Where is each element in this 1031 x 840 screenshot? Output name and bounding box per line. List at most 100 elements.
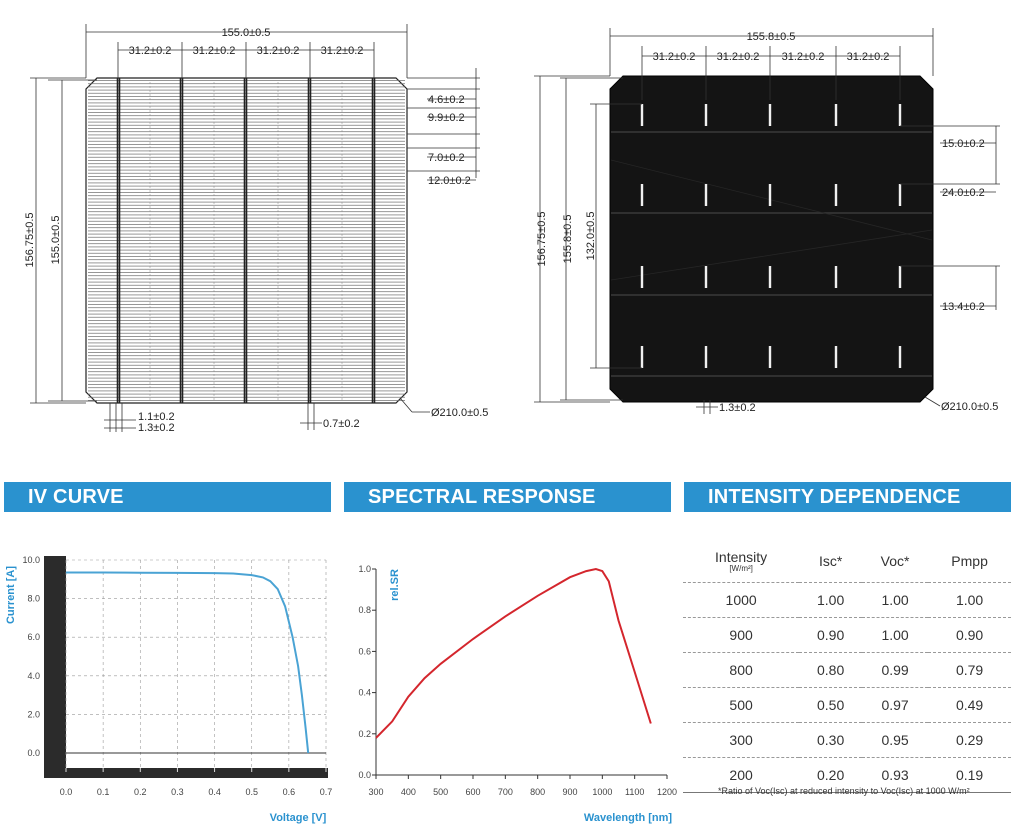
sr-x-tick-label: 400	[401, 787, 416, 797]
iv-plot-area	[66, 560, 326, 768]
table-cell: 1.00	[862, 582, 929, 618]
iv-y-tick-label: 4.0	[27, 671, 40, 681]
sr-x-tick-label: 1100	[625, 787, 644, 797]
front-segment: 31.2±0.2	[257, 45, 300, 57]
iv-y-tick-label: 6.0	[27, 632, 40, 642]
table-cell: 0.97	[862, 687, 929, 723]
col-header-intensity: Intensity [W/m²]	[715, 548, 768, 573]
iv-y-tick-label: 2.0	[27, 709, 40, 719]
iv-curve-chart: 0.0 0.1 0.2 0.3 0.4 0.5 0.6 0.7 0.0 2.0 4.0 6.0 8.0 1…	[5, 555, 333, 824]
table-cell: 300	[683, 722, 800, 758]
iv-x-tick-label: 0.5	[245, 787, 258, 797]
iv-x-tick-label: 0.0	[60, 787, 73, 797]
front-right-dim: 12.0±0.2	[428, 175, 471, 187]
table-cell: 500	[683, 687, 800, 723]
col-header-isc: Isc*	[818, 553, 843, 569]
table-cell: 0.20	[799, 757, 862, 793]
iv-x-tick-label: 0.2	[134, 787, 147, 797]
front-height-inner: 155.0±0.5	[50, 216, 62, 265]
front-segment: 31.2±0.2	[129, 45, 172, 57]
table-cell: 0.79	[928, 652, 1011, 688]
sr-x-tick-label: 1200	[657, 787, 677, 797]
sr-x-tick-label: 800	[530, 787, 545, 797]
back-pads	[640, 104, 902, 368]
sr-y-tick-label: 0.8	[358, 605, 371, 615]
front-right-dim: 4.6±0.2	[428, 94, 465, 106]
front-right-dim: 9.9±0.2	[428, 112, 465, 124]
front-segment: 31.2±0.2	[321, 45, 364, 57]
back-height-inner: 132.0±0.5	[585, 212, 597, 261]
sr-y-tick-label: 0.4	[358, 688, 371, 698]
table-cell: 0.99	[862, 652, 929, 688]
table-row: 200 0.20 0.93 0.19	[683, 757, 1011, 793]
table-cell: 200	[683, 757, 800, 793]
sr-x-tick-label: 300	[368, 787, 383, 797]
sr-ylabel: rel.SR	[389, 569, 401, 601]
sr-x-tick-label: 600	[465, 787, 480, 797]
spectral-response-chart: 300 400 500 600 700 800 900 1000 1100 1200 0.0 0.2 0…	[358, 564, 677, 824]
back-segment: 31.2±0.2	[782, 51, 825, 63]
back-segment: 31.2±0.2	[653, 51, 696, 63]
table-cell: 1.00	[799, 582, 862, 618]
table-cell: 0.93	[862, 757, 929, 793]
intensity-table: Intensity [W/m²] Isc* Voc* Pmpp 1000 1.00…	[683, 540, 1011, 793]
iv-xlabel: Voltage [V]	[270, 812, 327, 824]
sr-x-tick-label: 1000	[592, 787, 612, 797]
table-cell: 0.80	[799, 652, 862, 688]
table-cell: 0.90	[799, 617, 862, 653]
back-cell-body	[609, 75, 934, 403]
table-cell: 1000	[683, 582, 800, 618]
back-segment: 31.2±0.2	[847, 51, 890, 63]
back-height-outer: 156.75±0.5	[536, 212, 548, 267]
back-right-dim: 15.0±0.2	[942, 138, 985, 150]
sr-xlabel: Wavelength [nm]	[584, 812, 673, 824]
sr-x-tick-label: 700	[498, 787, 513, 797]
front-height-outer: 156.75±0.5	[24, 213, 36, 268]
back-height-mid: 155.8±0.5	[562, 215, 574, 264]
iv-series-line	[66, 571, 310, 754]
table-cell: 1.00	[928, 582, 1011, 618]
front-bottom-dim: 0.7±0.2	[323, 418, 360, 430]
table-header-row: Intensity [W/m²] Isc* Voc* Pmpp	[683, 540, 1011, 583]
iv-y-tick-label: 8.0	[27, 594, 40, 604]
front-width-total: 155.0±0.5	[222, 27, 271, 39]
sr-x-tick-label: 500	[433, 787, 448, 797]
table-cell: 0.95	[862, 722, 929, 758]
front-segment: 31.2±0.2	[193, 45, 236, 57]
table-row: 1000 1.00 1.00 1.00	[683, 582, 1011, 618]
back-bottom-dim: 1.3±0.2	[719, 402, 756, 414]
iv-ylabel: Current [A]	[5, 566, 17, 624]
iv-y-tick-label: 0.0	[27, 748, 40, 758]
table-cell: 0.29	[928, 722, 1011, 758]
iv-x-tick-label: 0.3	[171, 787, 184, 797]
table-row: 500 0.50 0.97 0.49	[683, 687, 1011, 723]
iv-x-tick-label: 0.4	[208, 787, 221, 797]
front-cell-drawing: 155.0±0.5 31.2±0.2 31.2±0.2 31.2±0.2 31.…	[24, 24, 488, 434]
iv-curve-heading: IV CURVE	[4, 482, 331, 512]
table-cell: 0.49	[928, 687, 1011, 723]
table-footnote: *Ratio of Voc(Isc) at reduced intensity …	[718, 786, 970, 796]
sr-x-tick-label: 900	[562, 787, 577, 797]
iv-x-tick-label: 0.7	[320, 787, 333, 797]
sr-y-tick-label: 0.6	[358, 646, 371, 656]
front-bottom-dim: 1.1±0.2	[138, 411, 175, 423]
table-cell: 1.00	[862, 617, 929, 653]
table-cell: 0.90	[928, 617, 1011, 653]
back-cell-drawing: 155.8±0.5 31.2±0.2 31.2±0.2 31.2±0.2 31.…	[534, 28, 1000, 414]
table-cell: 800	[683, 652, 800, 688]
table-row: 800 0.80 0.99 0.79	[683, 652, 1011, 688]
table-cell: 900	[683, 617, 800, 653]
table-cell: 0.19	[928, 757, 1011, 793]
back-right-dim: 13.4±0.2	[942, 301, 985, 313]
sr-y-tick-label: 0.2	[358, 729, 371, 739]
table-cell: 0.50	[799, 687, 862, 723]
back-diameter: Ø210.0±0.5	[941, 401, 998, 413]
front-bottom-dim: 1.3±0.2	[138, 422, 175, 434]
table-row: 900 0.90 1.00 0.90	[683, 617, 1011, 653]
sr-y-tick-label: 0.0	[358, 770, 371, 780]
front-busbars	[116, 78, 376, 403]
back-width-total: 155.8±0.5	[747, 31, 796, 43]
front-diameter: Ø210.0±0.5	[431, 407, 488, 419]
iv-x-tick-label: 0.6	[283, 787, 296, 797]
iv-x-tick-label: 0.1	[97, 787, 110, 797]
